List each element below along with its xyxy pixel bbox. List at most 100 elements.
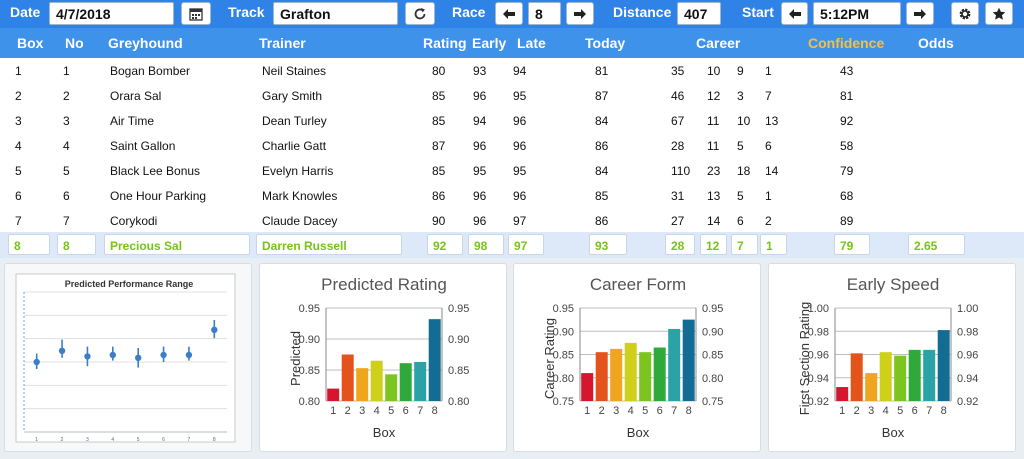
x-tick-label: 6 [912,405,918,417]
pred-today[interactable]: 93 [589,234,627,255]
bar [327,388,340,401]
race-field[interactable]: 8 [528,2,561,25]
col-confidence[interactable]: Confidence [808,35,885,51]
cell-confidence: 68 [840,189,854,203]
table-row[interactable]: 6 6 One Hour Parking Mark Knowles 86 96 … [0,183,1024,208]
start-time-field[interactable]: 5:12PM [813,2,901,25]
cell-today: 84 [595,114,609,128]
x-tick-label: 2 [599,405,605,417]
cell-career-wins: 12 [707,89,721,103]
x-tick-label: 3 [613,405,619,417]
cell-trainer: Claude Dacey [262,214,338,228]
pred-career-starts[interactable]: 28 [665,234,695,255]
date-field[interactable]: 4/7/2018 [49,2,174,25]
cell-trainer: Charlie Gatt [262,139,327,153]
col-odds[interactable]: Odds [918,35,954,51]
arrow-left-icon [503,8,515,19]
cell-greyhound: Corykodi [110,214,158,228]
y-tick-label: 0.94 [808,373,829,385]
col-today[interactable]: Today [585,35,626,51]
pred-confidence[interactable]: 79 [834,234,870,255]
cell-trainer: Dean Turley [262,114,327,128]
performance-range-panel: Predicted Performance Range 1 2 3 4 5 6 7 8 [4,263,252,452]
start-prev-button[interactable] [781,2,808,25]
col-rating[interactable]: Rating [423,35,467,51]
col-trainer[interactable]: Trainer [259,35,306,51]
x-tick-label: 8 [941,405,947,417]
pred-odds[interactable]: 2.65 [908,234,965,255]
cell-greyhound: One Hour Parking [110,189,207,203]
arrow-left-icon [788,8,801,19]
cell-career-seconds: 5 [737,139,744,153]
pred-box[interactable]: 8 [8,234,50,255]
pred-career-wins[interactable]: 12 [700,234,727,255]
cell-early: 96 [473,189,487,203]
pred-career-thirds[interactable]: 1 [760,234,787,255]
cell-confidence: 81 [840,89,854,103]
cell-no: 5 [63,164,70,178]
table-row[interactable]: 7 7 Corykodi Claude Dacey 90 96 97 86 27… [0,208,1024,233]
x-tick-label: 5 [897,405,903,417]
table-row[interactable]: 2 2 Orara Sal Gary Smith 85 96 95 87 46 … [0,83,1024,108]
cell-no: 7 [63,214,70,228]
cell-greyhound: Saint Gallon [110,139,176,153]
col-late[interactable]: Late [517,35,546,51]
cell-trainer: Gary Smith [262,89,323,103]
cell-box: 7 [15,214,22,228]
bar [682,319,695,401]
pred-rating[interactable]: 92 [427,234,463,255]
start-label: Start [742,4,774,20]
table-row[interactable]: 3 3 Air Time Dean Turley 85 94 96 84 67 … [0,108,1024,133]
x-tick-label: 6 [403,405,409,417]
cell-greyhound: Orara Sal [110,89,162,103]
predicted-rating-chart: Predicted Rating 0.80 0.80 0.85 0.85 0.90 0.90… [288,275,469,440]
bar [595,352,608,401]
favorite-button[interactable] [985,2,1013,25]
cell-career-wins: 13 [707,189,721,203]
cell-career-wins: 11 [707,114,720,128]
x-tick-label: 7 [926,405,932,417]
data-point [134,354,142,361]
refresh-button[interactable] [405,2,435,25]
calendar-button[interactable] [181,2,211,25]
cell-career-seconds: 10 [737,114,751,128]
col-career[interactable]: Career [696,35,741,51]
cell-late: 95 [513,89,527,103]
distance-field[interactable]: 407 [677,2,721,25]
col-box[interactable]: Box [17,35,44,51]
cell-late: 96 [513,189,527,203]
y2-tick-label: 0.85 [448,365,469,377]
bar [937,330,950,401]
pred-no[interactable]: 8 [57,234,96,255]
cell-career-starts: 35 [671,64,685,78]
chart-area [15,273,236,443]
bar [581,373,594,401]
y2-tick-label: 0.80 [702,373,723,385]
table-row[interactable]: 5 5 Black Lee Bonus Evelyn Harris 85 95 … [0,158,1024,183]
settings-button[interactable] [951,2,979,25]
y-tick-label: 0.85 [553,350,574,362]
y-tick-label: 0.90 [299,334,320,346]
pred-greyhound[interactable]: Precious Sal [104,234,250,255]
cell-rating: 90 [432,214,446,228]
pred-late[interactable]: 97 [508,234,544,255]
start-next-button[interactable] [906,2,934,25]
x-tick-label: 1 [35,437,38,443]
pred-career-seconds[interactable]: 7 [731,234,758,255]
race-prev-button[interactable] [495,2,523,25]
race-next-button[interactable] [566,2,594,25]
table-row[interactable]: 1 1 Bogan Bomber Neil Staines 80 93 94 8… [0,58,1024,83]
cell-box: 1 [15,64,22,78]
col-greyhound[interactable]: Greyhound [108,35,183,51]
cell-early: 94 [473,114,487,128]
col-no[interactable]: No [65,35,84,51]
pred-trainer[interactable]: Darren Russell [256,234,402,255]
cell-early: 95 [473,164,487,178]
x-tick-label: 5 [642,405,648,417]
track-field[interactable]: Grafton [273,2,398,25]
table-row[interactable]: 4 4 Saint Gallon Charlie Gatt 87 96 96 8… [0,133,1024,158]
col-early[interactable]: Early [472,35,507,51]
cell-box: 4 [15,139,22,153]
bar [624,342,637,401]
pred-early[interactable]: 98 [468,234,504,255]
